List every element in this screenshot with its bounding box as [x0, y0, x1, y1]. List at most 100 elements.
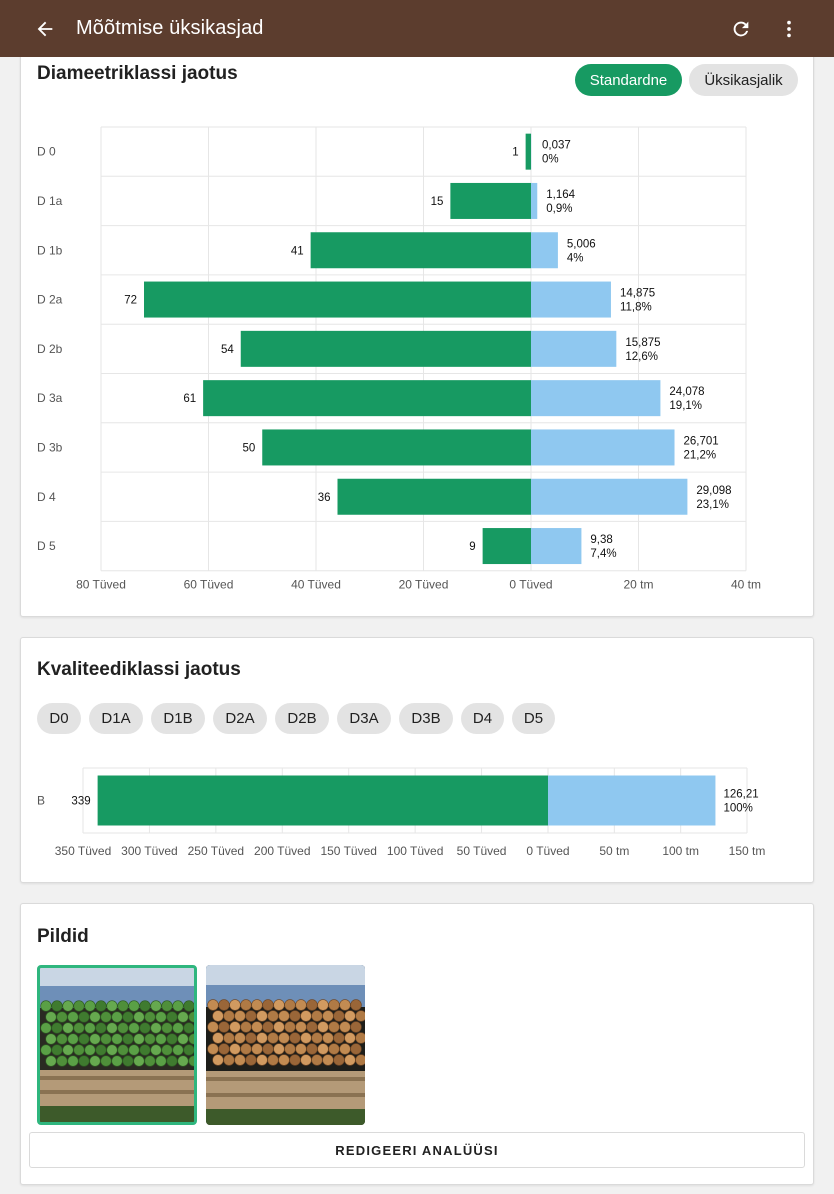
log-end — [251, 1021, 263, 1033]
log-end — [355, 1010, 365, 1022]
edit-analysis-button[interactable]: REDIGEERI ANALÜÜSI — [29, 1132, 805, 1168]
log-end — [317, 999, 329, 1011]
log-end — [256, 1032, 268, 1044]
log-end — [67, 1033, 79, 1045]
count-label: 54 — [221, 344, 234, 356]
log-end — [161, 1000, 173, 1012]
log-end — [240, 999, 252, 1011]
log-end — [295, 999, 307, 1011]
x-tick-label: 50 tm — [599, 844, 629, 858]
count-bar — [144, 281, 531, 318]
log-end — [161, 1044, 173, 1056]
x-tick-label: 150 tm — [729, 844, 766, 858]
log-end — [78, 1011, 90, 1023]
quality-chip-d1a[interactable]: D1A — [89, 703, 143, 734]
log-end — [339, 1021, 351, 1033]
x-tick-label: 200 Tüved — [254, 844, 311, 858]
volume-bar — [548, 775, 716, 826]
quality-chip-d0[interactable]: D0 — [37, 703, 81, 734]
arrow-back-icon[interactable] — [30, 14, 60, 44]
more-vert-icon[interactable] — [774, 14, 804, 44]
log-end — [240, 1043, 252, 1055]
x-tick-label: 20 Tüved — [399, 578, 449, 592]
log-end — [273, 999, 285, 1011]
log-end — [212, 1032, 224, 1044]
images-card-title: Pildid — [37, 926, 89, 947]
volume-percent-label: 23,1% — [696, 499, 729, 511]
log-end — [117, 1022, 129, 1034]
log-end — [234, 1010, 246, 1022]
count-label: 36 — [318, 492, 331, 504]
log-end — [322, 1054, 334, 1066]
count-bar — [203, 380, 531, 417]
log-end — [284, 1043, 296, 1055]
category-label: D 4 — [37, 490, 56, 504]
log-end — [111, 1055, 123, 1067]
log-end — [122, 1055, 134, 1067]
x-tick-label: 0 Tüved — [526, 844, 569, 858]
log-end — [117, 1044, 129, 1056]
x-tick-label: 40 tm — [731, 578, 761, 592]
log-end — [311, 1010, 323, 1022]
log-end — [128, 1044, 140, 1056]
log-end — [267, 1054, 279, 1066]
log-end — [84, 1044, 96, 1056]
app-bar: Mõõtmise üksikasjad — [0, 0, 834, 57]
log-pile-analyzed-thumbnail[interactable] — [37, 965, 197, 1125]
count-bar — [310, 232, 531, 269]
quality-chip-d3b[interactable]: D3B — [399, 703, 453, 734]
count-label: 9 — [469, 541, 475, 553]
log-end — [106, 1044, 118, 1056]
log-end — [311, 1054, 323, 1066]
log-end — [267, 1010, 279, 1022]
quality-chip-d2a[interactable]: D2A — [213, 703, 267, 734]
quality-chip-d2b[interactable]: D2B — [275, 703, 329, 734]
quality-chip-d1b[interactable]: D1B — [151, 703, 205, 734]
log-end — [155, 1033, 167, 1045]
volume-bar — [531, 281, 611, 318]
log-end — [166, 1055, 178, 1067]
log-end — [355, 1054, 365, 1066]
count-label: 50 — [242, 442, 255, 454]
count-bar — [97, 775, 548, 826]
log-end — [155, 1055, 167, 1067]
log-end — [207, 1021, 219, 1033]
log-end — [234, 1032, 246, 1044]
log-pile-photo-thumbnail[interactable] — [206, 965, 365, 1125]
count-label: 1 — [512, 147, 518, 159]
quality-chip-d3a[interactable]: D3A — [337, 703, 391, 734]
log-end — [245, 1010, 257, 1022]
log-end — [344, 1054, 356, 1066]
volume-bar — [531, 528, 582, 565]
x-tick-label: 300 Tüved — [121, 844, 178, 858]
log-end — [62, 1044, 74, 1056]
log-end — [245, 1054, 257, 1066]
count-bar — [337, 478, 531, 515]
log-end — [73, 1044, 85, 1056]
quality-chip-d5[interactable]: D5 — [512, 703, 555, 734]
log-end — [229, 1021, 241, 1033]
log-end — [300, 1032, 312, 1044]
log-end — [333, 1054, 345, 1066]
diameter-chart: D 0 1 0,037 0% D 1a 15 1,164 0,9% D 1b 41 5,006 4% D… — [37, 126, 761, 592]
log-end — [144, 1055, 156, 1067]
log-end — [306, 1043, 318, 1055]
volume-bar — [531, 429, 675, 466]
log-end — [256, 1054, 268, 1066]
count-bar — [525, 133, 531, 170]
log-end — [166, 1011, 178, 1023]
images-card: Pildid REDIGEERI ANALÜÜSI — [20, 903, 814, 1185]
refresh-icon[interactable] — [726, 14, 756, 44]
log-end — [111, 1033, 123, 1045]
log-end — [218, 999, 230, 1011]
standard-toggle-button[interactable]: Standardne — [575, 64, 682, 96]
detailed-toggle-button[interactable]: Üksikasjalik — [689, 64, 798, 96]
log-end — [56, 1055, 68, 1067]
log-end — [51, 1022, 63, 1034]
quality-chip-d4[interactable]: D4 — [461, 703, 504, 734]
log-end — [183, 1044, 194, 1056]
log-end — [339, 999, 351, 1011]
log-end — [262, 999, 274, 1011]
log-end — [251, 1043, 263, 1055]
x-tick-label: 100 Tüved — [387, 844, 444, 858]
